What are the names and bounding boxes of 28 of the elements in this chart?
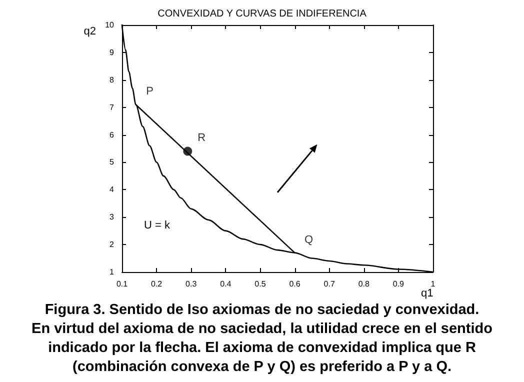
y-tick-label: 10	[105, 20, 115, 30]
x-tick-label: 0.3	[186, 280, 198, 288]
x-tick-label: 0.6	[289, 280, 301, 288]
x-tick-label: 0.5	[254, 280, 266, 288]
x-tick-label: 0.4	[220, 280, 232, 288]
x-axis-title: q1	[421, 288, 434, 300]
annotation: U = k	[144, 220, 170, 232]
x-tick-label: 0.2	[150, 280, 163, 288]
annotation: P	[146, 86, 154, 98]
y-tick-label: 8	[110, 75, 115, 84]
y-axis-title: q2	[84, 26, 96, 38]
annotation: Q	[304, 234, 314, 246]
y-tick-label: 3	[110, 212, 115, 222]
y-tick-label: 6	[110, 130, 115, 140]
y-tick-label: 9	[110, 48, 115, 57]
x-tick-label: 1	[430, 280, 436, 288]
y-tick-label: 4	[110, 185, 115, 194]
y-tick-label: 5	[110, 158, 115, 167]
x-tick-label: 0.1	[116, 280, 128, 288]
y-tick-label: 2	[110, 240, 115, 250]
annotation: R	[198, 132, 206, 144]
y-tick-label: 7	[110, 102, 115, 112]
x-tick-label: 0.8	[358, 280, 370, 288]
x-tick-label: 0.7	[324, 280, 336, 288]
y-tick-label: 1	[110, 268, 115, 276]
chart-title: CONVEXIDAD Y CURVAS DE INDIFERENCIA	[158, 8, 367, 20]
x-tick-label: 0.9	[392, 280, 405, 288]
text: Figura 3. Sentido de Iso axiomas de no saciedad y convexidad. En virtud del axioma de no saciedad, la utilidad crece en el sentido indicado por la flecha. El axioma de convexidad implica que R (combinación convexa de P y Q) es preferido a P y a Q.	[30, 301, 494, 377]
